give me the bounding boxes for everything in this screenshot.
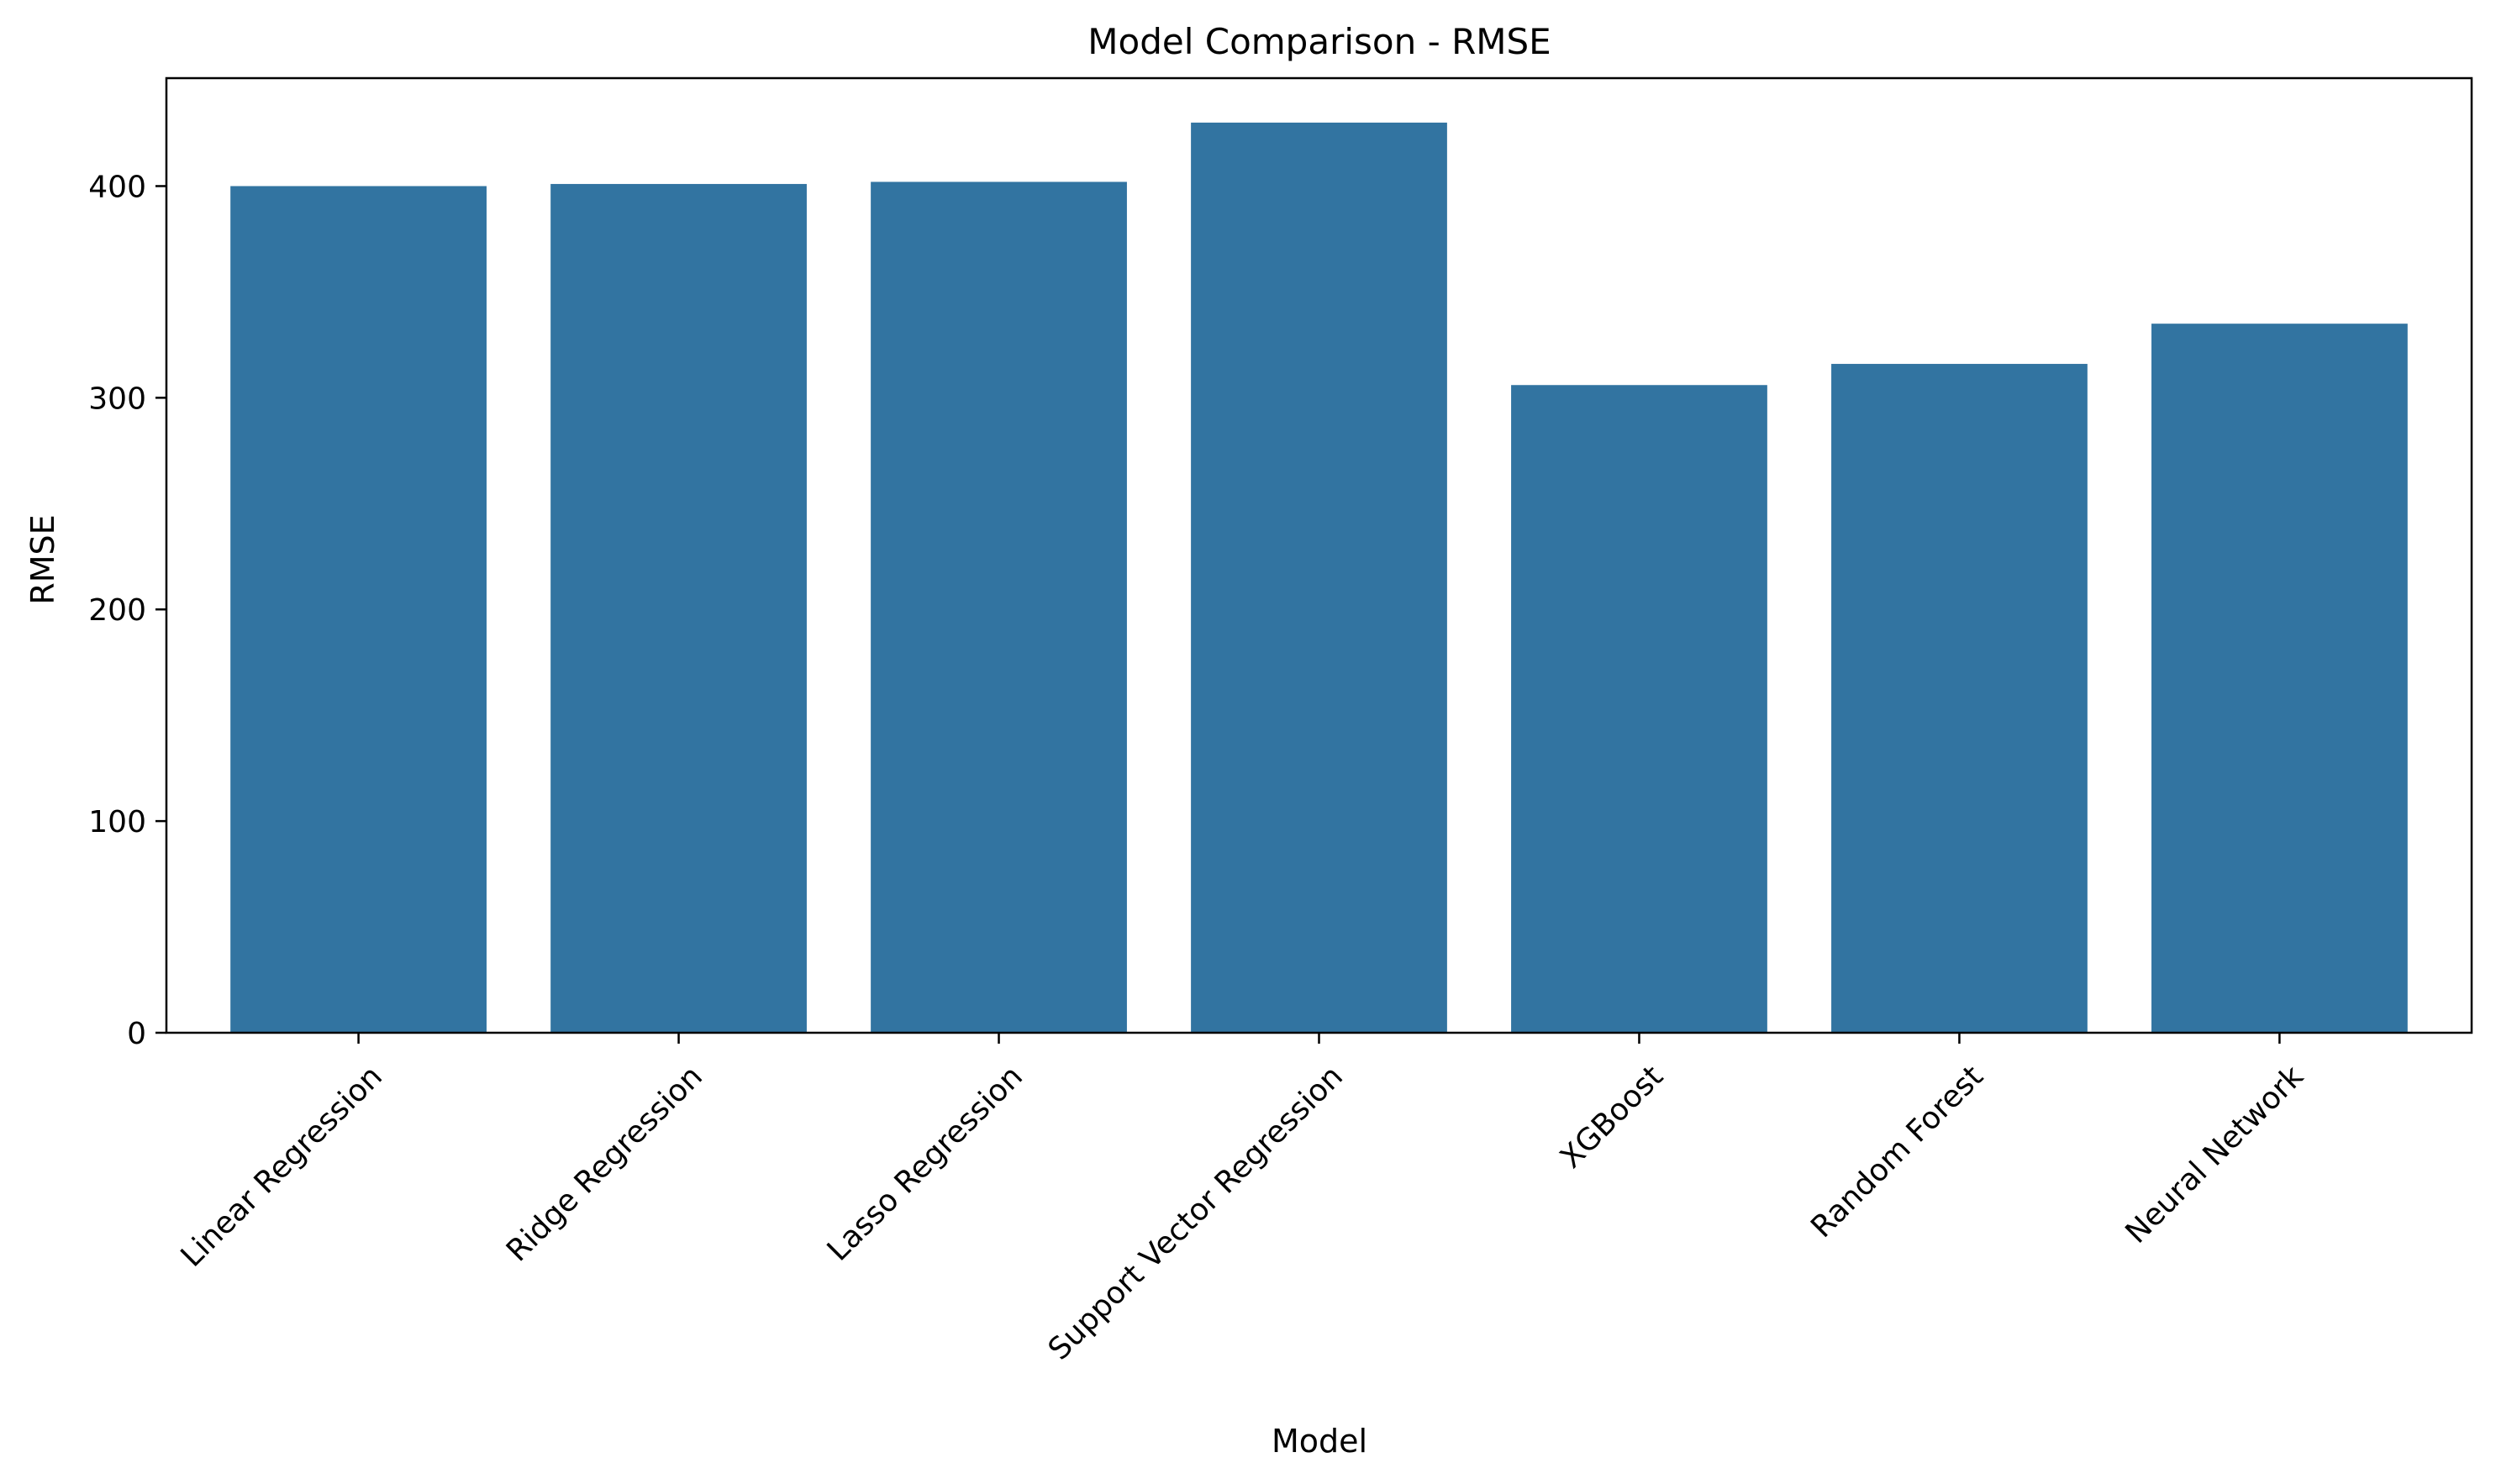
y-axis: 0 100 200 300 400 bbox=[88, 170, 166, 1051]
bar-linear-regression bbox=[230, 186, 487, 1033]
chart-title: Model Comparison - RMSE bbox=[1087, 21, 1551, 62]
x-tick-label: Lasso Regression bbox=[821, 1059, 1029, 1267]
bar-ridge-regression bbox=[550, 183, 807, 1033]
x-tick-label: Random Forest bbox=[1804, 1059, 1990, 1245]
y-tick-label: 0 bbox=[127, 1017, 146, 1051]
x-tick-label: Support Vector Regression bbox=[1042, 1059, 1350, 1366]
x-tick-label: Ridge Regression bbox=[500, 1059, 709, 1268]
bar-support-vector-regression bbox=[1191, 122, 1447, 1033]
plot-frame bbox=[165, 76, 2473, 1034]
y-tick-label: 400 bbox=[88, 170, 146, 204]
bars-layer bbox=[230, 122, 2408, 1034]
y-axis-label: RMSE bbox=[24, 514, 61, 604]
bar-neural-network bbox=[2151, 324, 2408, 1033]
bar-random-forest bbox=[1831, 364, 2088, 1033]
y-tick-label: 100 bbox=[88, 805, 146, 839]
bar-lasso-regression bbox=[871, 182, 1127, 1034]
x-tick-label: XGBoost bbox=[1554, 1059, 1670, 1175]
x-tick-label: Neural Network bbox=[2119, 1059, 2310, 1250]
x-axis: Linear Regression Ridge Regression Lasso R… bbox=[175, 1033, 2310, 1367]
x-axis-label: Model bbox=[1272, 1423, 1367, 1460]
x-tick-label: Linear Regression bbox=[175, 1059, 389, 1273]
y-tick-label: 300 bbox=[88, 382, 146, 416]
bar-xgboost bbox=[1511, 385, 1767, 1034]
y-tick-label: 200 bbox=[88, 593, 146, 628]
